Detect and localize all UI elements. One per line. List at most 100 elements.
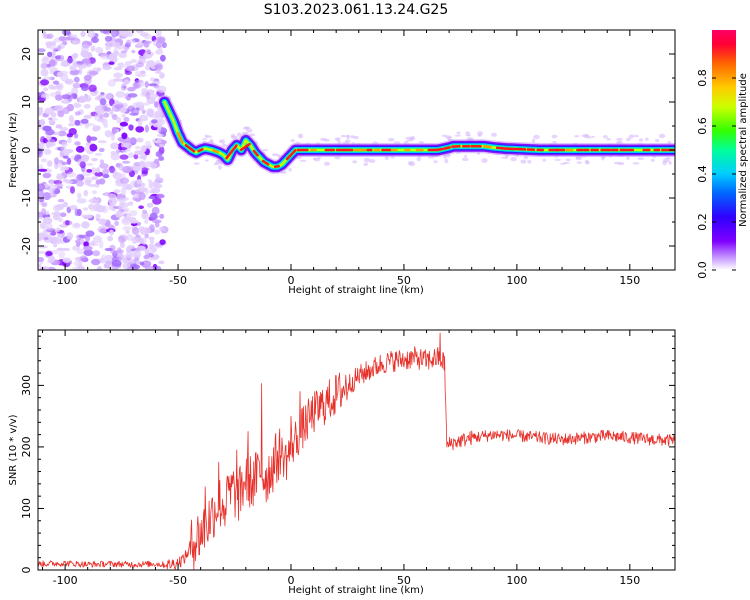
noise-blob bbox=[157, 133, 164, 137]
snr-plot-area bbox=[38, 330, 675, 570]
noise-blob bbox=[92, 250, 101, 257]
noise-blob bbox=[143, 161, 154, 168]
noise-blob bbox=[53, 204, 61, 212]
noise-blob bbox=[71, 87, 79, 95]
y-tick-label: 0 bbox=[20, 567, 33, 574]
noise-blob bbox=[119, 201, 125, 206]
signal-halo-dot bbox=[204, 134, 208, 138]
noise-blob bbox=[109, 250, 119, 254]
noise-blob bbox=[104, 35, 113, 42]
noise-blob bbox=[91, 157, 98, 162]
spectral-peak bbox=[252, 149, 259, 157]
noise-blob bbox=[81, 221, 90, 229]
noise-blob bbox=[109, 109, 114, 115]
noise-blob bbox=[136, 61, 144, 68]
noise-blob bbox=[48, 58, 58, 67]
noise-blob bbox=[74, 133, 79, 139]
spectral-peak bbox=[443, 146, 452, 150]
spectrogram-image bbox=[38, 30, 675, 270]
signal-halo-dot bbox=[632, 162, 640, 165]
noise-blob bbox=[150, 93, 159, 99]
noise-blob bbox=[58, 251, 66, 259]
noise-blob bbox=[139, 160, 145, 165]
noise-blob bbox=[83, 207, 89, 211]
signal-halo-dot bbox=[416, 156, 421, 162]
noise-blob bbox=[81, 44, 91, 49]
noise-blob bbox=[60, 61, 70, 67]
noise-blob bbox=[95, 205, 106, 213]
noise-blob bbox=[89, 143, 98, 152]
noise-blob bbox=[141, 260, 152, 268]
noise-blob bbox=[85, 230, 95, 237]
noise-blob bbox=[86, 163, 94, 166]
noise-blob bbox=[57, 45, 62, 52]
noise-blob bbox=[148, 236, 155, 241]
noise-blob bbox=[126, 244, 135, 250]
noise-blob bbox=[55, 94, 63, 101]
noise-blob bbox=[159, 72, 165, 79]
noise-blob bbox=[155, 30, 162, 38]
noise-blob bbox=[134, 150, 145, 156]
noise-blob bbox=[90, 167, 97, 175]
noise-blob bbox=[94, 113, 99, 121]
noise-blob bbox=[42, 172, 52, 179]
noise-blob bbox=[43, 87, 49, 92]
noise-blob bbox=[76, 248, 86, 255]
noise-blob bbox=[66, 57, 74, 64]
noise-blob bbox=[127, 93, 138, 98]
noise-blob bbox=[111, 41, 121, 48]
noise-blob bbox=[109, 165, 115, 174]
noise-blob bbox=[141, 109, 146, 115]
noise-blob bbox=[154, 265, 162, 270]
noise-blob bbox=[121, 183, 131, 190]
noise-blob bbox=[91, 258, 101, 266]
noise-blob bbox=[104, 191, 109, 196]
colorbar-gradient bbox=[712, 30, 736, 270]
noise-blob bbox=[151, 206, 160, 215]
noise-blob bbox=[108, 61, 115, 65]
noise-blob bbox=[88, 183, 98, 188]
noise-blob bbox=[80, 50, 88, 57]
noise-blob bbox=[115, 211, 123, 219]
spectral-peak bbox=[273, 164, 280, 169]
noise-blob bbox=[83, 103, 91, 109]
noise-blob bbox=[77, 192, 82, 199]
signal-halo-dot bbox=[369, 159, 376, 163]
noise-blob bbox=[61, 247, 71, 252]
signal-halo-dot bbox=[533, 134, 540, 140]
noise-blob bbox=[90, 243, 99, 247]
noise-blob bbox=[141, 167, 149, 175]
noise-blob bbox=[42, 31, 47, 36]
noise-blob bbox=[46, 160, 53, 167]
noise-blob bbox=[88, 70, 99, 76]
noise-blob bbox=[136, 179, 142, 185]
noise-blob bbox=[136, 30, 144, 34]
spectral-peak bbox=[225, 144, 238, 160]
noise-blob bbox=[38, 107, 44, 115]
noise-blob bbox=[66, 232, 74, 240]
noise-blob bbox=[55, 227, 61, 233]
x-tick-label: -50 bbox=[169, 274, 187, 287]
noise-blob bbox=[41, 208, 46, 216]
noise-blob bbox=[83, 189, 89, 197]
noise-blob bbox=[102, 168, 110, 175]
noise-blob bbox=[88, 57, 96, 64]
noise-blob bbox=[58, 36, 67, 42]
signal-halo-dot bbox=[353, 135, 359, 140]
signal-halo-dot bbox=[409, 161, 416, 167]
noise-blob bbox=[43, 226, 52, 231]
noise-blob bbox=[48, 84, 54, 90]
colorbar-ticks: 0.0 0.2 0.4 0.6 0.8 bbox=[696, 69, 736, 279]
noise-blob bbox=[138, 114, 149, 122]
noise-blob bbox=[58, 217, 63, 223]
noise-blob bbox=[107, 79, 116, 87]
noise-blob bbox=[74, 119, 81, 126]
noise-blob bbox=[64, 78, 74, 85]
noise-blob bbox=[98, 178, 106, 185]
noise-blob bbox=[144, 249, 150, 254]
spectrogram-ylabel: Frequency (Hz) bbox=[8, 112, 19, 188]
noise-blob bbox=[127, 86, 136, 92]
noise-blob bbox=[111, 126, 117, 135]
noise-blob bbox=[76, 180, 84, 187]
